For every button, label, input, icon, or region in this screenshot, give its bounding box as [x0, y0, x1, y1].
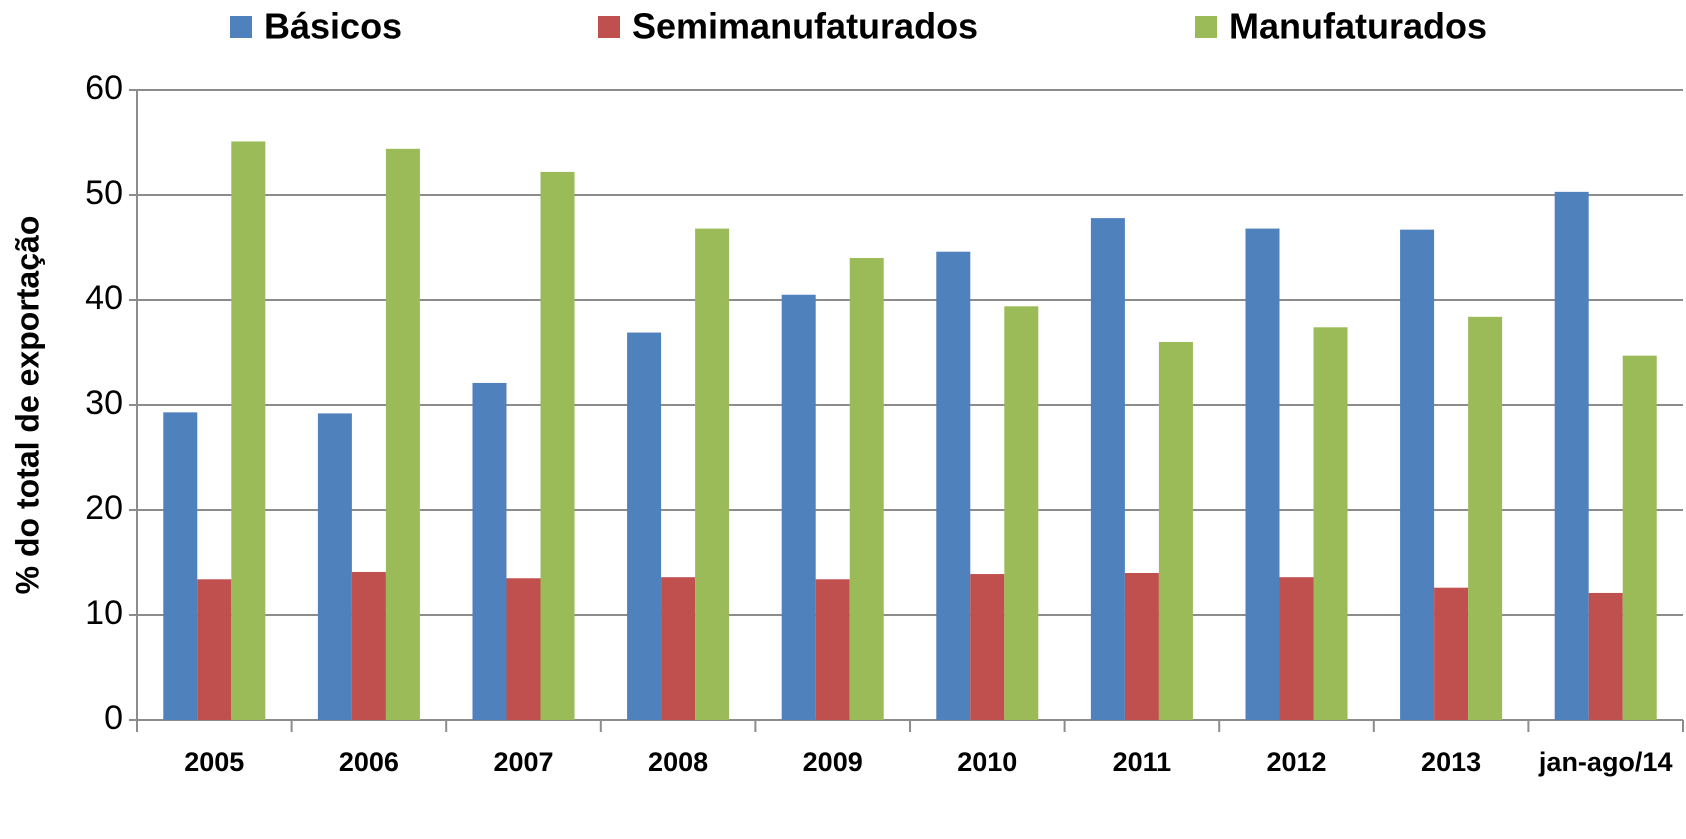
- bar: [970, 574, 1005, 720]
- bar: [506, 578, 541, 720]
- y-tick-label: 20: [85, 489, 123, 527]
- bar: [351, 571, 386, 720]
- y-tick-label: 30: [85, 384, 123, 422]
- x-tick-label: 2005: [184, 747, 244, 777]
- y-axis-label: % do total de exportação: [9, 216, 45, 595]
- bar: [1434, 587, 1469, 720]
- bar: [1158, 342, 1193, 720]
- bar: [781, 294, 816, 720]
- x-tick-label: 2009: [803, 747, 863, 777]
- bar: [627, 332, 662, 720]
- bar: [849, 258, 884, 720]
- bar: [936, 251, 971, 720]
- bar: [1468, 316, 1503, 720]
- bar: [163, 412, 198, 720]
- x-tick-label: 2012: [1266, 747, 1326, 777]
- bar: [1313, 327, 1348, 720]
- legend-swatch: [598, 16, 620, 38]
- bar: [1588, 592, 1623, 720]
- legend-label: Semimanufaturados: [632, 6, 978, 47]
- y-tick-label: 60: [85, 69, 123, 107]
- bar: [1400, 229, 1435, 720]
- legend-label: Básicos: [264, 6, 402, 47]
- bar: [472, 382, 507, 720]
- bar: [695, 228, 730, 720]
- x-tick-label: 2006: [339, 747, 399, 777]
- bar: [1090, 218, 1125, 720]
- bar: [1279, 577, 1314, 720]
- x-tick-label: 2011: [1113, 747, 1172, 777]
- y-tick-label: 40: [85, 279, 123, 317]
- bar: [1622, 355, 1657, 720]
- x-tick-label: 2007: [493, 747, 553, 777]
- bar: [385, 148, 420, 721]
- legend-label: Manufaturados: [1229, 6, 1487, 47]
- bar: [1554, 191, 1589, 721]
- legend-swatch: [1195, 16, 1217, 38]
- bar: [540, 171, 575, 720]
- y-tick-label: 50: [85, 174, 123, 212]
- x-tick-label: jan-ago/14: [1538, 747, 1673, 777]
- y-tick-label: 0: [104, 699, 123, 737]
- bar: [197, 579, 232, 720]
- y-tick-label: 10: [85, 594, 123, 632]
- bar: [661, 577, 696, 720]
- bar: [1004, 306, 1039, 720]
- x-tick-label: 2008: [648, 747, 708, 777]
- bar: [317, 413, 352, 720]
- bar: [1124, 573, 1159, 720]
- legend-swatch: [230, 16, 252, 38]
- x-tick-label: 2013: [1421, 747, 1481, 777]
- bar: [231, 141, 266, 720]
- bar: [1245, 228, 1280, 720]
- x-tick-label: 2010: [957, 747, 1017, 777]
- bar: [815, 579, 850, 720]
